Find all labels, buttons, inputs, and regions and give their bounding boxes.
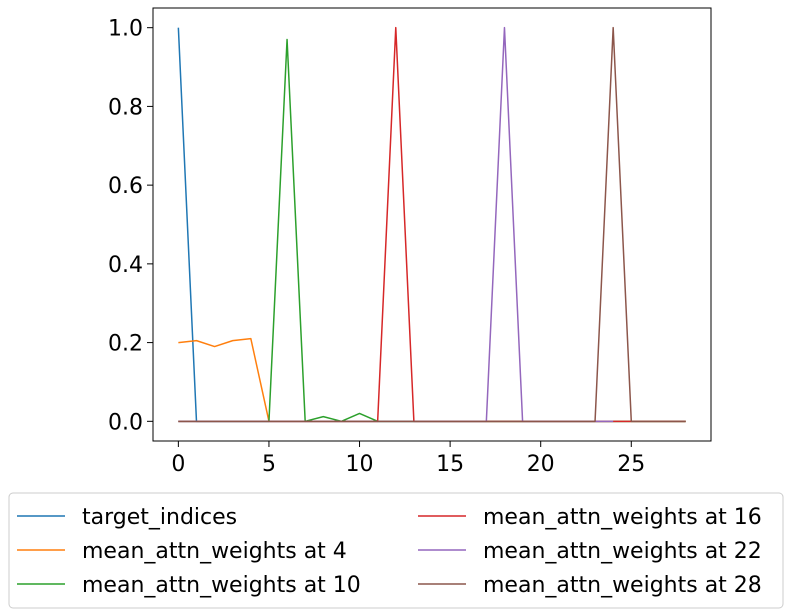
x-tick-label: 20 [527,452,555,477]
series-line-0 [177,27,686,423]
y-tick-label: 0.0 [108,410,143,435]
legend: target_indices mean_attn_weights at 4 mean… [8,492,784,609]
y-tick-label: 0.4 [108,253,143,278]
series-line-2 [178,38,686,423]
legend-label-3: mean_attn_weights at 16 [483,505,762,530]
legend-label-2: mean_attn_weights at 10 [82,573,361,598]
x-tick-label: 15 [436,452,464,477]
y-tick-label: 0.6 [108,174,143,199]
x-tick-label: 25 [617,452,645,477]
legend-label-5: mean_attn_weights at 28 [483,573,762,598]
y-tick-label: 0.2 [108,332,143,357]
legend-frame [8,492,784,609]
plot-area [177,26,686,423]
y-tick-label: 1.0 [108,17,143,42]
axes-frame [152,7,712,442]
legend-label-1: mean_attn_weights at 4 [82,539,347,564]
legend-label-4: mean_attn_weights at 22 [483,539,762,564]
series-line-4 [178,26,614,423]
x-tick-label: 10 [346,452,374,477]
y-tick-label: 0.8 [108,95,143,120]
x-axis: 0 5 10 15 20 25 [171,441,645,477]
series-line-1 [178,337,686,423]
series-line-5 [178,26,686,423]
y-axis: 0.0 0.2 0.4 0.6 0.8 1.0 [108,17,153,435]
x-tick-label: 0 [171,452,185,477]
legend-label-0: target_indices [82,505,237,530]
series-line-3 [178,26,686,423]
x-tick-label: 5 [262,452,276,477]
